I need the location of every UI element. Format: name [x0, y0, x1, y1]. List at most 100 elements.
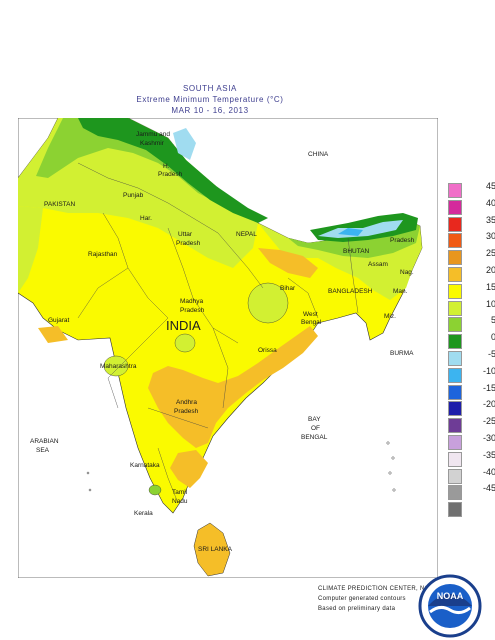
- zone-10-15-bihar: [247, 282, 289, 324]
- label-arabian-1: ARABIAN: [30, 438, 59, 445]
- label-bay-1: BAY: [308, 416, 321, 423]
- legend-swatch: [448, 468, 462, 484]
- legend-swatch: [448, 351, 462, 366]
- legend-value: 35: [485, 214, 495, 225]
- legend-value: 45: [485, 181, 495, 191]
- label-nagaland: Nag.: [400, 269, 414, 276]
- legend-swatch: [448, 401, 462, 417]
- zone-10-15-nilgiri: [148, 484, 162, 496]
- legend-swatch: [448, 367, 462, 383]
- legend-swatch: [448, 300, 462, 316]
- legend-value: -35: [482, 449, 495, 460]
- zone-minus-10-tibet: [338, 228, 363, 236]
- legend-value: -10: [482, 365, 495, 376]
- label-bay-3: BENGAL: [301, 434, 328, 441]
- credit-line-2: Computer generated contours: [318, 596, 406, 602]
- label-china: CHINA: [308, 151, 329, 158]
- noaa-logo-text: NOAA: [437, 591, 464, 601]
- legend-swatch: [448, 183, 462, 198]
- zone-10-15-madhya: [174, 333, 196, 353]
- label-burma: BURMA: [390, 350, 414, 357]
- label-west-bengal-2: Bengal: [301, 319, 322, 326]
- legend-swatch: [448, 317, 462, 333]
- label-karnataka: Karnataka: [130, 462, 160, 469]
- label-madhya-1: Madhya: [180, 298, 204, 305]
- label-jammu: Jammu and: [136, 131, 170, 138]
- label-assam: Assam: [368, 261, 388, 268]
- label-madhya-2: Pradesh: [180, 307, 205, 314]
- zone-10-15-maharashtra: [103, 355, 129, 377]
- label-uttar-1: Uttar: [178, 231, 193, 238]
- legend-swatch: [448, 283, 462, 299]
- label-hp-2: Pradesh: [158, 171, 183, 178]
- zone-0-5-himalaya: [78, 118, 268, 223]
- legend-value: -30: [482, 433, 495, 443]
- legend-value: 15: [485, 281, 495, 292]
- label-pakistan: PAKISTAN: [44, 201, 75, 208]
- legend-value: 5: [490, 315, 495, 326]
- legend-value: 10: [485, 298, 495, 309]
- label-arabian-2: SEA: [36, 447, 50, 454]
- legend-swatch: [448, 334, 462, 350]
- legend-swatch: [448, 451, 462, 467]
- zone-20-25-gujarat: [38, 326, 68, 343]
- legend-value: -25: [482, 416, 495, 427]
- legend-value: 0: [490, 332, 495, 343]
- label-india: INDIA: [166, 318, 201, 333]
- map-title: SOUTH ASIA: [182, 84, 237, 93]
- noaa-logo: NOAA: [418, 574, 482, 638]
- legend-swatch: [448, 384, 462, 400]
- legend-swatch: [448, 435, 462, 450]
- label-orissa: Orissa: [258, 347, 277, 354]
- label-kashmir: Kashmir: [140, 140, 165, 147]
- map-date-range: MAR 10 - 16, 2013: [171, 106, 249, 115]
- legend-swatch: [448, 502, 462, 518]
- label-haryana: Har.: [140, 215, 152, 222]
- label-bihar: Bihar: [280, 285, 296, 292]
- label-kerala: Kerala: [134, 510, 153, 517]
- legend-value: 30: [485, 231, 495, 242]
- zone-20-25-east-bengal: [258, 248, 318, 278]
- label-bangladesh: BANGLADESH: [328, 288, 373, 295]
- label-uttar-2: Pradesh: [176, 240, 201, 247]
- legend-value: -45: [482, 483, 495, 494]
- label-sri-lanka: SRI LANKA: [198, 546, 233, 553]
- legend-swatch: [448, 485, 462, 501]
- legend-swatch: [448, 233, 462, 249]
- label-mizoram: Miz.: [384, 313, 396, 320]
- label-punjab: Punjab: [123, 192, 144, 199]
- credit-line-1: CLIMATE PREDICTION CENTER, NOAA: [318, 586, 439, 592]
- label-rajasthan: Rajasthan: [88, 251, 118, 258]
- legend-value: 20: [485, 265, 495, 275]
- legend-value: -15: [482, 382, 495, 393]
- label-maharashtra: Maharashtra: [100, 363, 137, 370]
- legend-swatch: [448, 250, 462, 266]
- label-tamil-1: Tamil: [172, 489, 188, 496]
- label-nepal: NEPAL: [236, 231, 257, 238]
- label-tamil-2: Nadu: [172, 498, 188, 505]
- label-bhutan: BHUTAN: [343, 248, 370, 255]
- legend-value: -5: [487, 349, 495, 359]
- legend-swatch: [448, 267, 462, 282]
- legend-value: 25: [485, 248, 495, 259]
- label-manipur: Man.: [393, 288, 408, 295]
- zone-20-25-andhra: [148, 326, 318, 448]
- label-andhra-1: Andhra: [176, 399, 197, 406]
- label-arunachal: Pradesh: [390, 237, 415, 244]
- legend-value: 40: [485, 197, 495, 208]
- credit-line-3: Based on preliminary data: [318, 606, 396, 612]
- label-gujarat: Gujarat: [48, 317, 70, 324]
- zone-20-25-srilanka: [193, 522, 231, 577]
- legend-value: -40: [482, 466, 495, 477]
- label-bay-2: OF: [311, 425, 320, 432]
- label-west-bengal-1: West: [303, 311, 318, 318]
- zone-below-0-kashmir: [173, 128, 196, 160]
- zone-10-15-west: [18, 206, 43, 293]
- legend-swatch: [448, 216, 462, 232]
- legend-swatch: [448, 418, 462, 434]
- zone-20-25-tamil: [170, 450, 208, 488]
- map-subtitle: Extreme Minimum Temperature (°C): [136, 95, 284, 104]
- label-hp-1: H.: [163, 163, 170, 170]
- legend-value: -20: [482, 399, 495, 410]
- label-andhra-2: Pradesh: [174, 408, 199, 415]
